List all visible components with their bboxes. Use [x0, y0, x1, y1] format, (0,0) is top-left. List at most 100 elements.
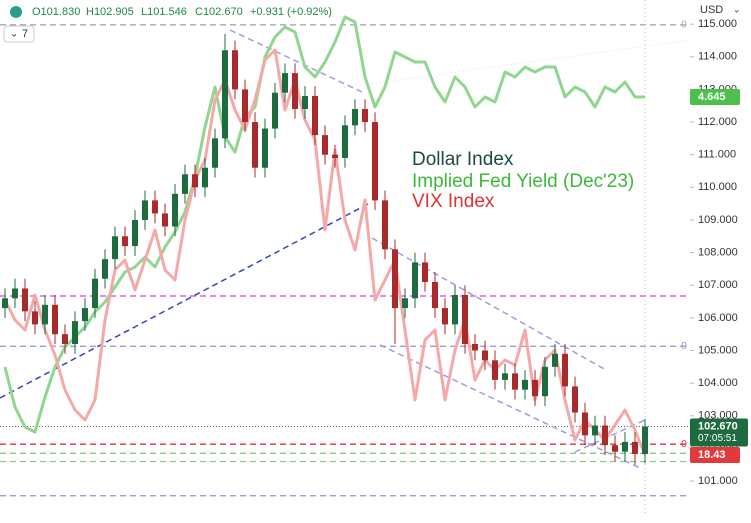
price-label: 18.43	[698, 449, 726, 461]
candle-body	[72, 321, 78, 344]
candle-body	[572, 386, 578, 413]
candle-body	[172, 193, 178, 227]
legend-fed: Implied Fed Yield (Dec'23)	[412, 171, 634, 192]
y-tick-label: 112.000	[698, 116, 737, 128]
overlays	[3, 15, 647, 456]
candle-body	[202, 167, 208, 188]
price-label: 102.670	[698, 420, 738, 432]
candle-body	[362, 109, 368, 123]
price-label: 4.645	[698, 91, 726, 103]
price-label-box	[690, 418, 748, 447]
candle-body	[522, 379, 528, 390]
candle-body	[2, 298, 8, 309]
y-tick-label: 101.000	[698, 475, 738, 487]
trend-line	[371, 237, 607, 371]
candle-body	[262, 128, 268, 168]
candle-body	[122, 236, 128, 247]
candle-body	[642, 426, 648, 454]
candle-body	[402, 298, 408, 309]
candle-body	[622, 441, 628, 452]
ohlc-open: O101.830	[32, 6, 80, 18]
candle-body	[162, 213, 168, 227]
y-tick-label: 105.000	[698, 344, 738, 356]
candle-body	[372, 122, 378, 201]
interval-button[interactable]	[3, 25, 35, 43]
countdown: 07:05:51	[698, 433, 737, 444]
candle-body	[282, 73, 288, 93]
candle-body	[42, 304, 48, 325]
candle-body	[272, 92, 278, 129]
candle-body	[342, 125, 348, 158]
candle-body	[142, 200, 148, 220]
candle-body	[12, 288, 18, 299]
candle-body	[472, 343, 478, 351]
trend-line	[379, 344, 641, 469]
candle-body	[152, 200, 158, 214]
candle-body	[242, 89, 248, 123]
level-label: 0	[681, 19, 687, 30]
candle-body	[312, 95, 318, 136]
chevron: ⌄	[10, 29, 18, 40]
level-label: 0	[681, 439, 687, 450]
candle-body	[602, 425, 608, 446]
candle-body	[32, 311, 38, 325]
candle-body	[502, 373, 508, 380]
candle-body	[412, 262, 418, 299]
level-label: 0	[681, 341, 687, 352]
overlay-line	[3, 48, 647, 456]
candle-body	[452, 295, 458, 325]
price-label-box	[690, 89, 740, 105]
candle-body	[442, 308, 448, 325]
candle-body	[382, 200, 388, 250]
candle-body	[612, 445, 618, 452]
ohlc-close: C102.670	[195, 6, 243, 18]
candle-body	[62, 334, 68, 344]
legend-dollar: Dollar Index	[412, 149, 514, 170]
candle-body	[562, 353, 568, 387]
candle-body	[632, 441, 638, 454]
y-tick-label: 109.000	[698, 214, 738, 226]
candle-body	[252, 122, 258, 168]
candle-body	[552, 353, 558, 367]
candle-body	[392, 249, 398, 309]
y-tick-label: 107.000	[698, 279, 738, 291]
candle-body	[82, 308, 88, 322]
candle-body	[292, 73, 298, 110]
y-tick-label: 111.000	[698, 149, 736, 161]
candle-body	[232, 50, 238, 90]
y-tick-label: 106.000	[698, 312, 738, 324]
candle-body	[222, 50, 228, 139]
candle-body	[92, 278, 98, 309]
candle-body	[52, 304, 58, 335]
candle-body	[332, 154, 338, 158]
y-tick-label: 110.000	[698, 181, 737, 193]
y-tick-label: 115.000	[698, 18, 737, 30]
candle-body	[532, 379, 538, 397]
candle-body	[352, 109, 358, 126]
candle-body	[102, 259, 108, 279]
trend-line	[229, 29, 363, 93]
trend-line	[339, 39, 691, 89]
symbol-icon[interactable]	[10, 6, 22, 18]
ohlc-low: L101.546	[141, 6, 187, 18]
candle-body	[22, 288, 28, 312]
interval-label: 7	[22, 28, 28, 40]
price-label-box	[690, 447, 740, 463]
y-tick-label: 104.000	[698, 377, 738, 389]
candle-body	[132, 219, 138, 247]
candle-body	[112, 236, 118, 260]
candle-body	[542, 366, 548, 397]
candle-body	[212, 138, 218, 168]
levels: 0 0 0	[0, 0, 690, 515]
axis: 101.000102.000103.000104.000105.000106.0…	[690, 18, 748, 487]
candle-body	[492, 360, 498, 380]
candle-body	[462, 295, 468, 344]
candle-body	[482, 350, 488, 361]
candle-body	[432, 281, 438, 309]
candle-body	[422, 262, 428, 282]
y-tick-label: 108.000	[698, 247, 738, 259]
candle-body	[582, 412, 588, 436]
candle-body	[512, 373, 518, 390]
candle-body	[182, 174, 188, 194]
